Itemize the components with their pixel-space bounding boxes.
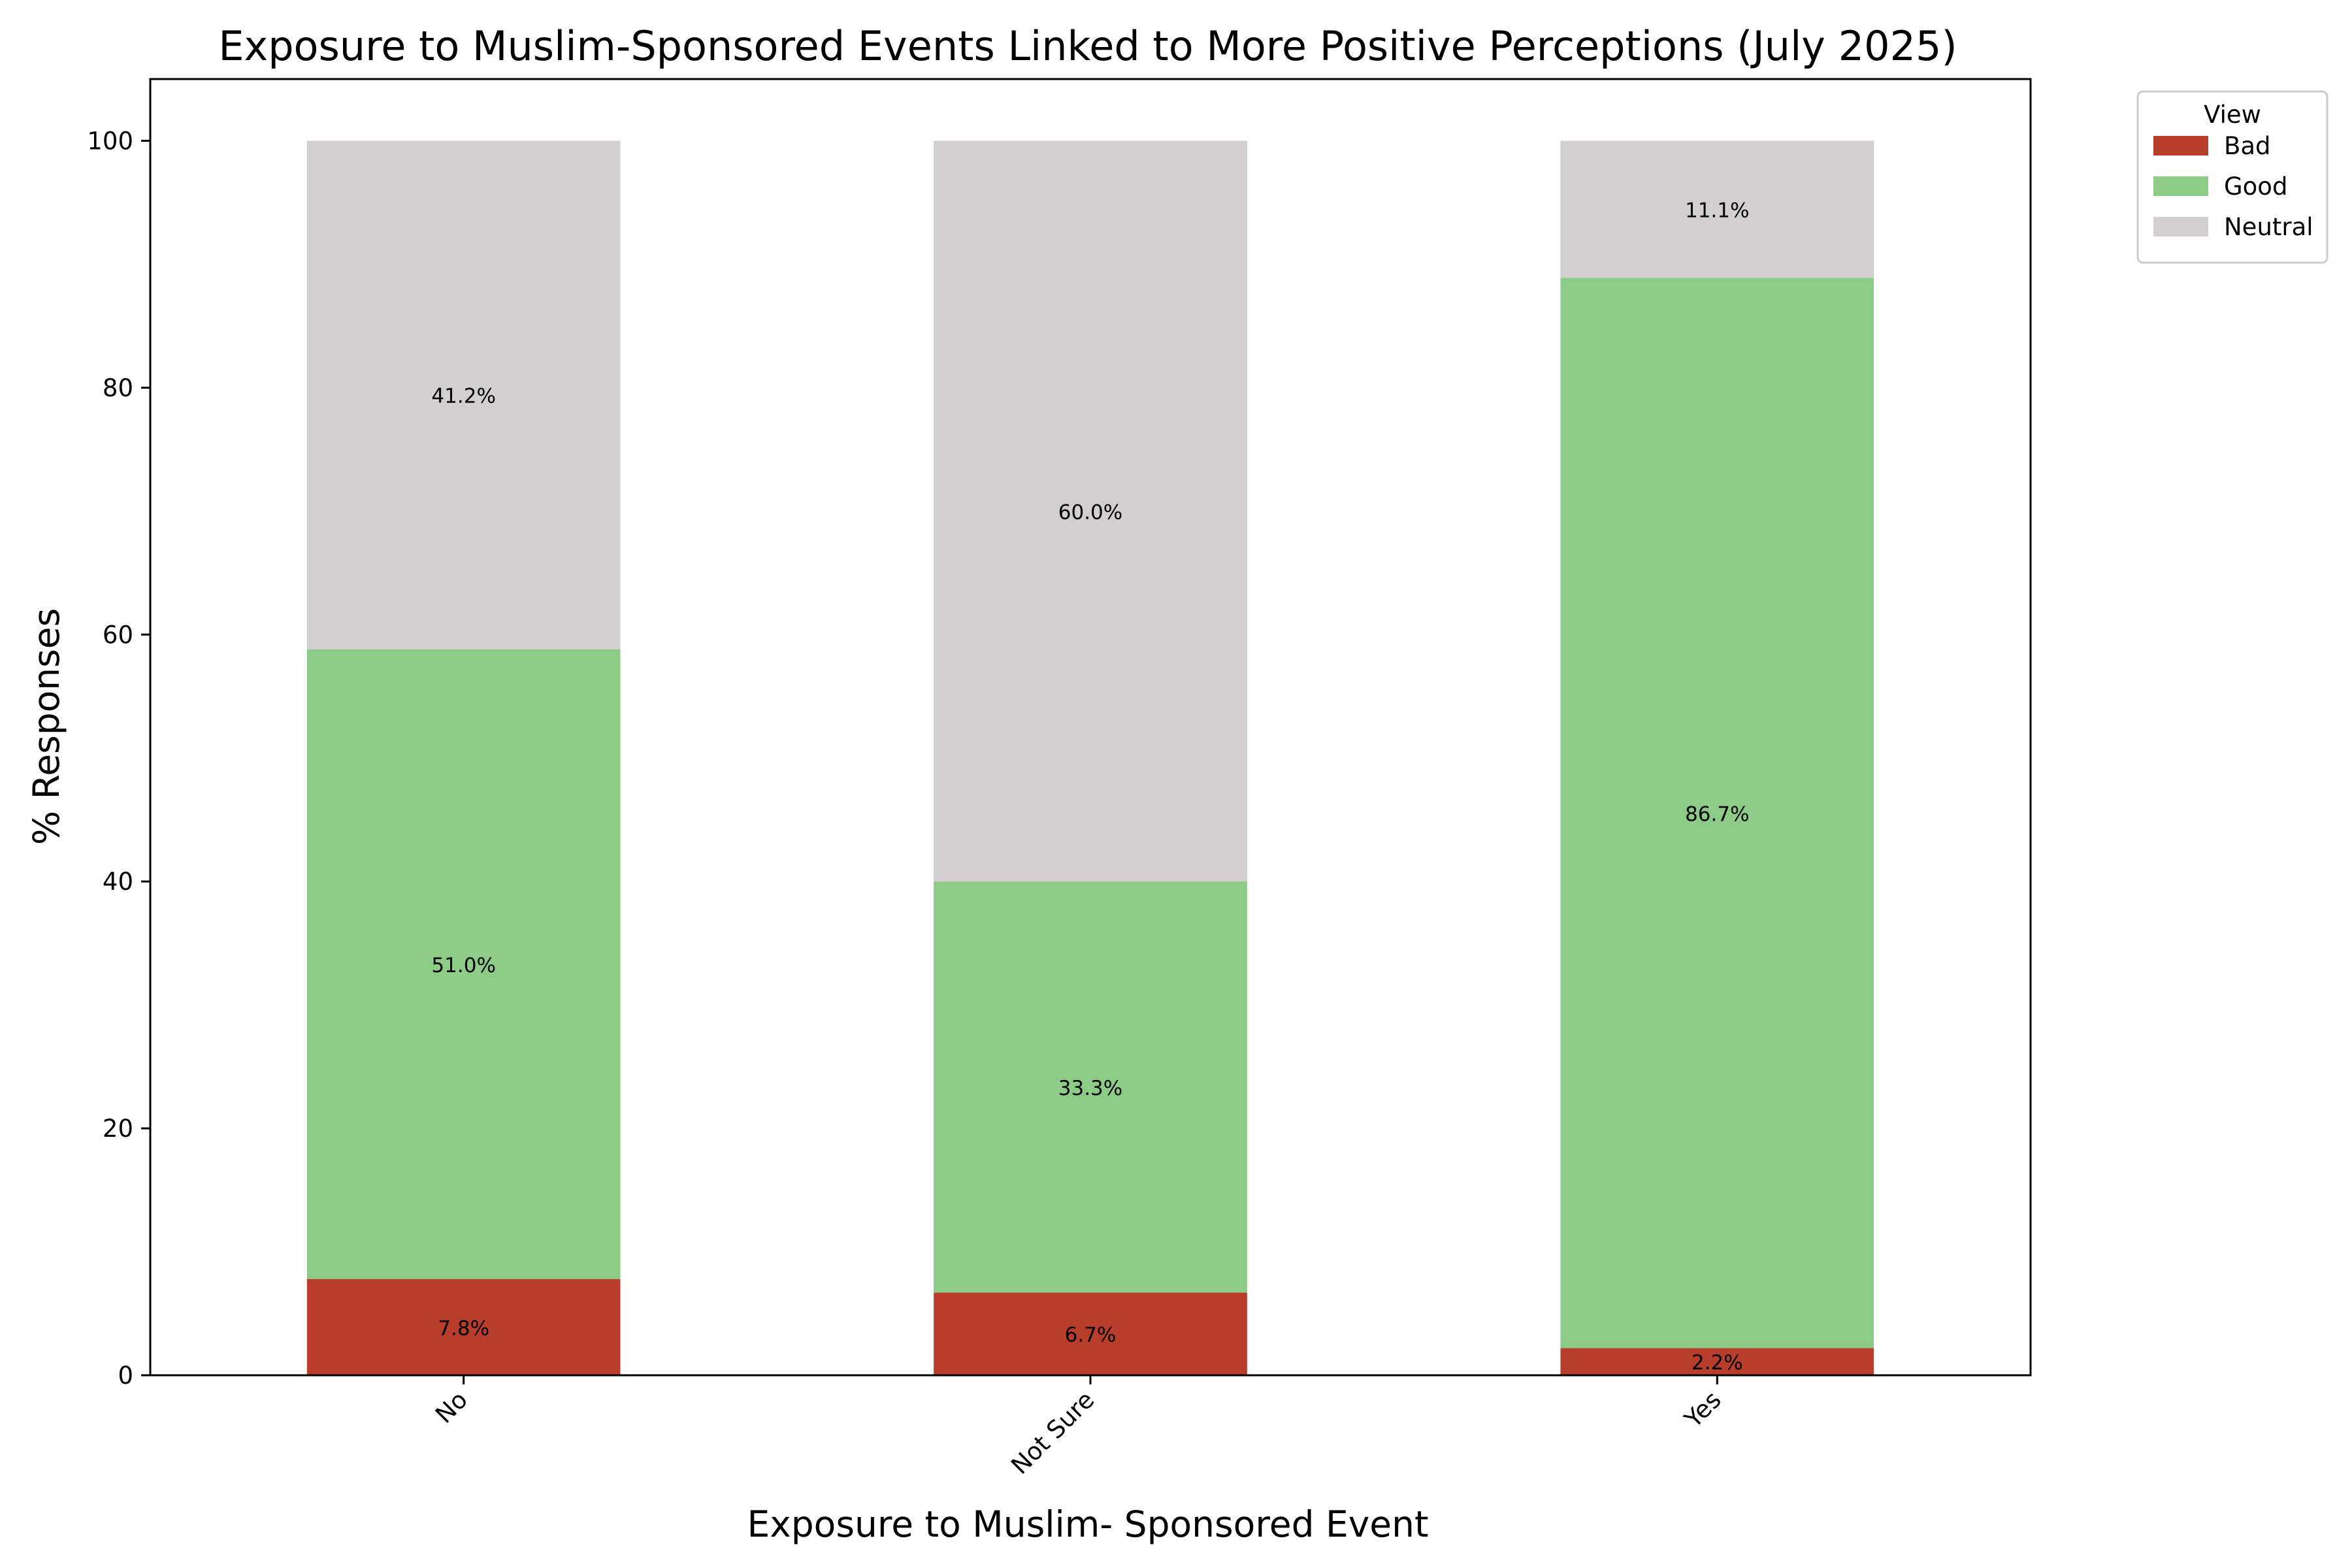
bar-good-yes: [1560, 278, 1874, 1348]
chart-title: Exposure to Muslim-Sponsored Events Link…: [218, 22, 1957, 70]
y-tick-label: 20: [103, 1115, 133, 1143]
plot-area: 7.8% 51.0% 41.2% 6.7% 33.3% 60.0% 2.2% 86.7% 11.…: [87, 78, 2032, 1480]
data-label: 11.1%: [1685, 199, 1749, 222]
x-axis-label: Exposure to Muslim- Sponsored Event: [747, 1503, 1428, 1545]
x-tick-label: Yes: [1678, 1386, 1726, 1433]
bar-bad-no: [306, 1279, 621, 1375]
bar-good-not-sure: [934, 881, 1247, 1293]
legend-label-neutral: Neutral: [2224, 213, 2313, 241]
bar-bad-yes: [1560, 1348, 1874, 1375]
data-label: 7.8%: [438, 1316, 489, 1340]
data-label: 6.7%: [1065, 1324, 1117, 1347]
legend-label-good: Good: [2224, 172, 2287, 201]
legend-title: View: [2204, 101, 2261, 129]
x-tick-label: Not Sure: [1005, 1386, 1100, 1480]
data-label: 2.2%: [1691, 1351, 1743, 1375]
bar-good-no: [306, 649, 621, 1279]
legend-label-bad: Bad: [2224, 132, 2271, 160]
y-tick-label: 80: [103, 374, 133, 402]
bar-neutral-yes: [1560, 140, 1874, 278]
y-tick-label: 60: [103, 621, 133, 649]
x-tick-label: No: [430, 1386, 473, 1429]
data-label: 86.7%: [1685, 802, 1749, 826]
y-axis-label: % Responses: [25, 608, 67, 845]
legend-swatch-neutral: [2153, 217, 2208, 237]
legend: View Bad Good Neutral: [2136, 90, 2328, 264]
legend-swatch-bad: [2153, 136, 2208, 155]
bar-bad-not-sure: [934, 1292, 1247, 1375]
bar-neutral-no: [306, 140, 621, 649]
data-label: 60.0%: [1058, 500, 1122, 524]
y-tick-label: 100: [87, 127, 133, 155]
data-label: 41.2%: [431, 385, 495, 408]
legend-swatch-good: [2153, 176, 2208, 196]
data-label: 51.0%: [431, 954, 495, 977]
y-tick-label: 0: [118, 1362, 133, 1390]
y-tick-label: 40: [103, 868, 133, 896]
data-label: 33.3%: [1058, 1077, 1122, 1100]
bar-neutral-not-sure: [934, 140, 1247, 882]
